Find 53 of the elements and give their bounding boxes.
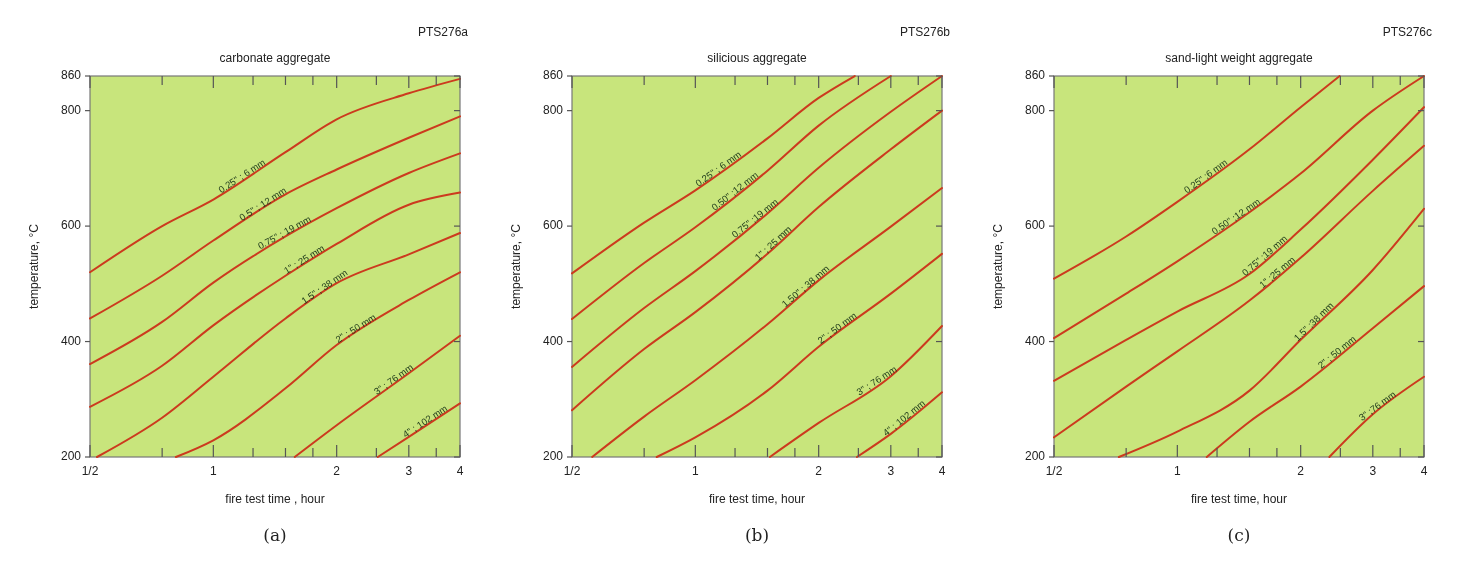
y-tick-label: 400 <box>60 333 82 348</box>
y-tick-label: 200 <box>542 449 564 464</box>
y-tick-label: 600 <box>60 218 82 233</box>
text: (b) <box>744 525 770 545</box>
y-tick-label: 800 <box>1024 102 1046 117</box>
x-axis-title: fire test time , hour <box>225 492 325 506</box>
y-tick-label: 200 <box>1024 449 1046 464</box>
x-axis-title: fire test time, hour <box>1190 492 1288 506</box>
text: 4" ; 102 mm <box>880 397 928 439</box>
y-tick-label: 400 <box>1024 333 1046 348</box>
x-tick-label: 3 <box>1369 464 1377 478</box>
y-axis-title: temperature, °C <box>509 223 523 309</box>
text: PTS276a <box>417 25 469 39</box>
text: 2" ; 50 mm <box>815 309 859 346</box>
x-tick-label: 1/2 <box>563 464 581 478</box>
text: PTS276b <box>899 25 951 39</box>
x-tick-label: 1 <box>1173 464 1181 478</box>
x-tick-label: 1 <box>691 464 699 478</box>
text: 3" ; 76 mm <box>854 363 899 398</box>
chart-title: silicious aggregate <box>707 51 808 65</box>
text: 4" ; 102 mm <box>400 402 450 440</box>
y-tick-label: 860 <box>60 68 82 83</box>
text: 3" ;76 mm <box>1356 388 1398 423</box>
y-tick-label: 200 <box>60 449 82 464</box>
y-tick-label: 800 <box>60 102 82 117</box>
x-tick-label: 2 <box>1297 464 1305 478</box>
text: 3" ; 76 mm <box>371 361 416 397</box>
x-tick-label: 3 <box>405 464 413 478</box>
x-tick-label: 1 <box>209 464 217 478</box>
y-axis-title: temperature, °C <box>27 223 41 309</box>
y-tick-label: 600 <box>1024 218 1046 233</box>
x-tick-label: 2 <box>333 464 341 478</box>
x-tick-label: 4 <box>456 464 464 478</box>
text: 2" ; 50 mm <box>333 311 378 345</box>
x-tick-label: 4 <box>1420 464 1428 478</box>
y-tick-label: 400 <box>542 333 564 348</box>
x-tick-label: 2 <box>815 464 823 478</box>
text: (c) <box>1227 525 1251 545</box>
text: PTS276c <box>1382 25 1432 39</box>
y-tick-label: 800 <box>542 102 564 117</box>
chart-title: carbonate aggregate <box>219 51 331 65</box>
y-tick-label: 860 <box>1024 68 1046 83</box>
x-axis-title: fire test time, hour <box>708 492 806 506</box>
text: 1" ; 25 mm <box>752 223 794 263</box>
x-tick-label: 3 <box>887 464 895 478</box>
y-tick-label: 860 <box>542 68 564 83</box>
x-tick-label: 1/2 <box>1045 464 1063 478</box>
y-axis-title: temperature, °C <box>991 223 1005 309</box>
text: (a) <box>263 525 287 545</box>
y-tick-label: 600 <box>542 218 564 233</box>
chart-title: sand-light weight aggregate <box>1165 51 1314 65</box>
x-tick-label: 1/2 <box>81 464 99 478</box>
x-tick-label: 4 <box>938 464 946 478</box>
